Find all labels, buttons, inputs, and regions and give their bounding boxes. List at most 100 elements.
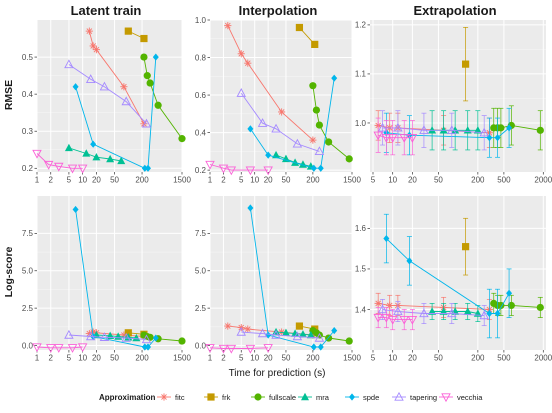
point-fitc bbox=[224, 22, 232, 30]
series-vecchia bbox=[205, 344, 273, 354]
x-tick-label: 1500 bbox=[343, 176, 361, 185]
point-mra bbox=[132, 333, 141, 342]
point-mra bbox=[473, 126, 482, 134]
point-tapering bbox=[64, 59, 74, 69]
x-tick-label: 1500 bbox=[173, 354, 191, 363]
x-tick-label: 2 bbox=[49, 176, 54, 185]
x-tick-label: 200 bbox=[471, 354, 485, 363]
legend-key-vecchia bbox=[441, 393, 451, 403]
x-tick-label: 1 bbox=[35, 176, 40, 185]
point-fitc bbox=[386, 301, 394, 310]
x-axis-title: Time for prediction (s) bbox=[229, 368, 326, 379]
panel-5: 0.0 2.5 5.0 7.5 1 2 5 10 20 50 200 1500 bbox=[195, 196, 361, 363]
point-fullscale bbox=[312, 106, 321, 114]
x-tick-label: 2000 bbox=[534, 354, 552, 363]
y-tick-label: 2.5 bbox=[22, 304, 34, 313]
x-tick-label: 10 bbox=[78, 176, 87, 185]
x-tick-label: 50 bbox=[282, 354, 291, 363]
point-vecchia bbox=[387, 315, 398, 325]
legend-label-vecchia: vecchia bbox=[457, 393, 483, 402]
series-line-tapering bbox=[68, 334, 147, 340]
panel-3: 1.0 1.1 1.2 5 10 20 50 200 500 2000 bbox=[355, 20, 552, 185]
y-tick-label: 0.4 bbox=[22, 90, 34, 99]
point-spde bbox=[310, 164, 317, 172]
x-tick-label: 2 bbox=[49, 354, 54, 363]
strip-interpolation: Interpolation bbox=[239, 3, 318, 18]
error-bar-vecchia bbox=[401, 120, 407, 156]
point-spde bbox=[90, 140, 97, 148]
legend-key-fullscale bbox=[254, 393, 262, 401]
point-tapering bbox=[99, 332, 110, 341]
series-fullscale bbox=[309, 82, 353, 163]
point-spde bbox=[406, 131, 413, 139]
point-fitc bbox=[85, 27, 93, 35]
legend-title: Approximation bbox=[99, 393, 156, 402]
x-tick-label: 50 bbox=[434, 354, 443, 363]
error-bar-tapering bbox=[380, 110, 386, 146]
point-mra bbox=[463, 307, 472, 315]
x-tick-label: 10 bbox=[388, 354, 397, 363]
x-tick-label: 5 bbox=[67, 354, 72, 363]
point-spde bbox=[145, 343, 152, 351]
point-vecchia bbox=[67, 164, 78, 174]
point-vecchia bbox=[407, 315, 418, 325]
point-spde bbox=[145, 164, 152, 172]
legend-label-spde: spde bbox=[363, 393, 379, 402]
series-line-vecchia bbox=[209, 347, 269, 349]
series-line-vecchia bbox=[36, 346, 83, 349]
point-vecchia bbox=[373, 313, 383, 323]
x-tick-label: 20 bbox=[92, 176, 101, 185]
series-tapering bbox=[64, 59, 152, 128]
x-tick-label: 5 bbox=[371, 354, 376, 363]
y-tick-label: 5.0 bbox=[22, 267, 34, 276]
point-mra bbox=[428, 307, 437, 315]
legend-item-spde: spde bbox=[345, 393, 379, 402]
error-bar-tapering bbox=[421, 303, 427, 325]
x-tick-label: 20 bbox=[408, 176, 417, 185]
point-tapering bbox=[85, 74, 96, 83]
point-vecchia bbox=[381, 134, 392, 143]
panel-background bbox=[210, 20, 352, 172]
panel-6: 1.4 1.5 1.6 5 10 20 50 200 500 2000 bbox=[355, 196, 552, 363]
panel-background bbox=[370, 20, 546, 172]
legend-key-frk bbox=[207, 393, 215, 401]
point-spde bbox=[317, 164, 324, 172]
series-line-vecchia bbox=[36, 153, 83, 169]
y-tick-label: 7.5 bbox=[195, 229, 207, 238]
legend-item-fullscale: fullscale bbox=[251, 393, 296, 402]
point-tapering bbox=[236, 326, 247, 336]
error-bar-vecchia bbox=[375, 307, 381, 329]
y-tick-label: 1.4 bbox=[355, 305, 367, 314]
series-fullscale bbox=[140, 53, 186, 143]
point-vecchia bbox=[399, 134, 409, 143]
x-tick-label: 20 bbox=[408, 354, 417, 363]
point-frk bbox=[124, 329, 132, 337]
x-tick-label: 50 bbox=[110, 354, 119, 363]
point-frk bbox=[295, 322, 304, 330]
y-tick-label: 2.5 bbox=[195, 304, 207, 313]
y-tick-label: 0.2 bbox=[195, 166, 207, 175]
y-tick-label: 1.2 bbox=[355, 21, 367, 30]
legend-key-fitc bbox=[160, 393, 168, 401]
point-mra bbox=[281, 154, 290, 163]
point-mra bbox=[428, 126, 437, 134]
point-tapering bbox=[447, 308, 457, 318]
legend-label-fullscale: fullscale bbox=[269, 393, 296, 402]
y-tick-label: 1.5 bbox=[355, 265, 367, 274]
x-tick-label: 1500 bbox=[343, 354, 361, 363]
x-tick-label: 1 bbox=[208, 176, 213, 185]
error-bar-tapering bbox=[395, 110, 401, 146]
point-vecchia bbox=[67, 344, 78, 353]
series-line-tapering bbox=[240, 92, 320, 152]
series-vecchia bbox=[373, 117, 418, 156]
point-mra bbox=[117, 156, 126, 165]
y-tick-label: 5.0 bbox=[195, 267, 207, 276]
point-mra bbox=[451, 307, 460, 315]
x-tick-label: 10 bbox=[250, 176, 259, 185]
series-frk bbox=[462, 217, 470, 276]
error-bar-tapering bbox=[481, 115, 487, 151]
series-vecchia bbox=[373, 307, 418, 331]
point-fullscale bbox=[497, 124, 505, 132]
grid bbox=[209, 196, 353, 350]
point-mra bbox=[451, 126, 460, 134]
